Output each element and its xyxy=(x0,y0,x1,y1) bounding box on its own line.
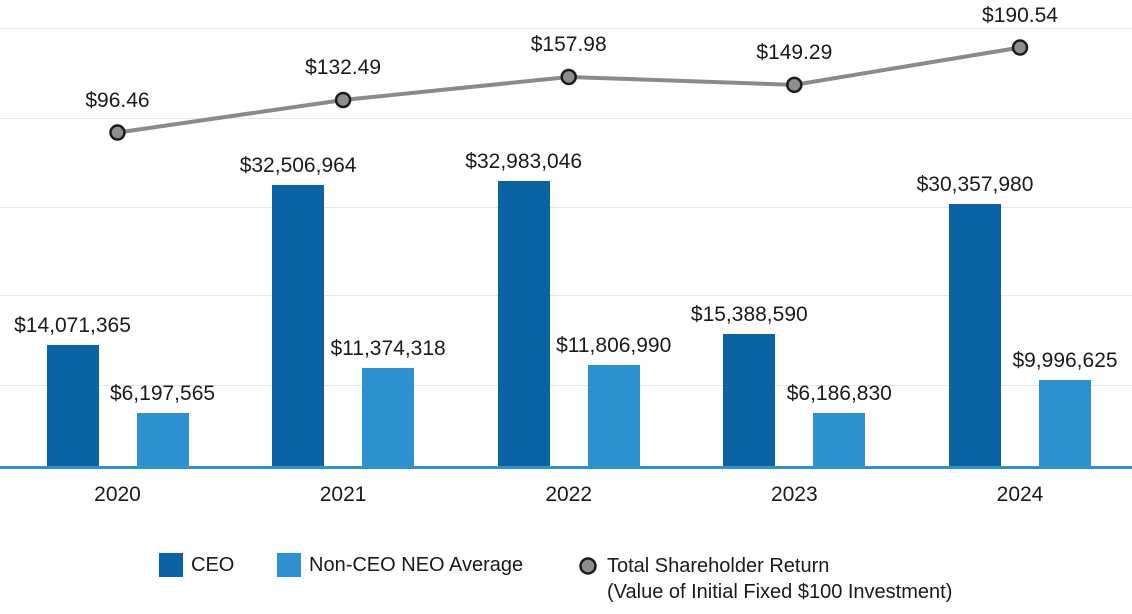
ceo-bar-2021 xyxy=(272,185,325,467)
neo-bar-2022 xyxy=(587,365,640,467)
x-axis-baseline xyxy=(0,466,1132,469)
legend-item-neo: Non-CEO NEO Average xyxy=(277,553,523,577)
tsr-marker-2020 xyxy=(109,124,126,141)
tsr-marker-2022 xyxy=(560,68,577,86)
year-label-2021: 2021 xyxy=(319,483,367,506)
neo-value-label-2023: $6,186,830 xyxy=(786,382,892,405)
ceo-value-label-2024: $30,357,980 xyxy=(916,173,1034,196)
tsr-marker-2021 xyxy=(334,91,352,109)
year-label-2020: 2020 xyxy=(94,483,141,506)
ceo-value-label-2021: $32,506,964 xyxy=(239,154,357,177)
neo-swatch-icon xyxy=(277,553,301,577)
legend-label-neo: Non-CEO NEO Average xyxy=(309,554,524,576)
neo-value-label-2020: $6,197,565 xyxy=(109,382,216,405)
ceo-value-label-2020: $14,071,365 xyxy=(14,314,131,337)
gridline xyxy=(0,118,1132,119)
tsr-value-label-2020: $96.46 xyxy=(85,88,150,112)
ceo-bar-2022 xyxy=(497,181,550,467)
tsr-value-label-2024: $190.54 xyxy=(982,3,1058,27)
year-label-2023: 2023 xyxy=(770,483,818,506)
tsr-line xyxy=(117,45,1021,135)
ceo-bar-2024 xyxy=(949,204,1001,467)
gridline xyxy=(0,385,1132,386)
tsr-value-label-2023: $149.29 xyxy=(756,40,833,64)
ceo-bar-2020 xyxy=(46,345,99,467)
neo-bar-2021 xyxy=(362,368,415,467)
legend-label-tsr: Total Shareholder Return (Value of Initi… xyxy=(607,553,952,605)
neo-bar-2020 xyxy=(136,413,189,467)
neo-value-label-2021: $11,374,318 xyxy=(330,337,446,360)
neo-bar-2023 xyxy=(813,413,866,467)
ceo-value-label-2023: $15,388,590 xyxy=(690,303,808,326)
tsr-value-label-2022: $157.98 xyxy=(530,32,607,56)
neo-value-label-2022: $11,806,990 xyxy=(556,334,672,357)
gridline xyxy=(0,28,1132,29)
neo-value-label-2024: $9,996,625 xyxy=(1012,349,1118,372)
ceo-value-label-2022: $32,983,046 xyxy=(465,150,583,173)
gridline xyxy=(0,295,1132,296)
year-label-2022: 2022 xyxy=(545,483,593,506)
year-label-2024: 2024 xyxy=(996,483,1044,506)
tsr-marker-icon xyxy=(579,557,597,575)
ceo-swatch-icon xyxy=(159,553,183,577)
tsr-value-label-2021: $132.49 xyxy=(305,55,382,79)
legend-item-tsr: Total Shareholder Return (Value of Initi… xyxy=(578,553,952,605)
gridline xyxy=(0,207,1132,208)
legend-label-ceo: CEO xyxy=(191,554,235,576)
neo-bar-2024 xyxy=(1039,380,1091,467)
legend-label-tsr-line2: (Value of Initial Fixed $100 Investment) xyxy=(607,581,953,603)
legend-item-ceo: CEO xyxy=(159,553,234,577)
tsr-marker-2024 xyxy=(1011,39,1029,56)
tsr-marker-2023 xyxy=(786,76,803,94)
ceo-bar-2023 xyxy=(723,334,776,467)
legend-label-tsr-line1: Total Shareholder Return xyxy=(607,555,830,577)
